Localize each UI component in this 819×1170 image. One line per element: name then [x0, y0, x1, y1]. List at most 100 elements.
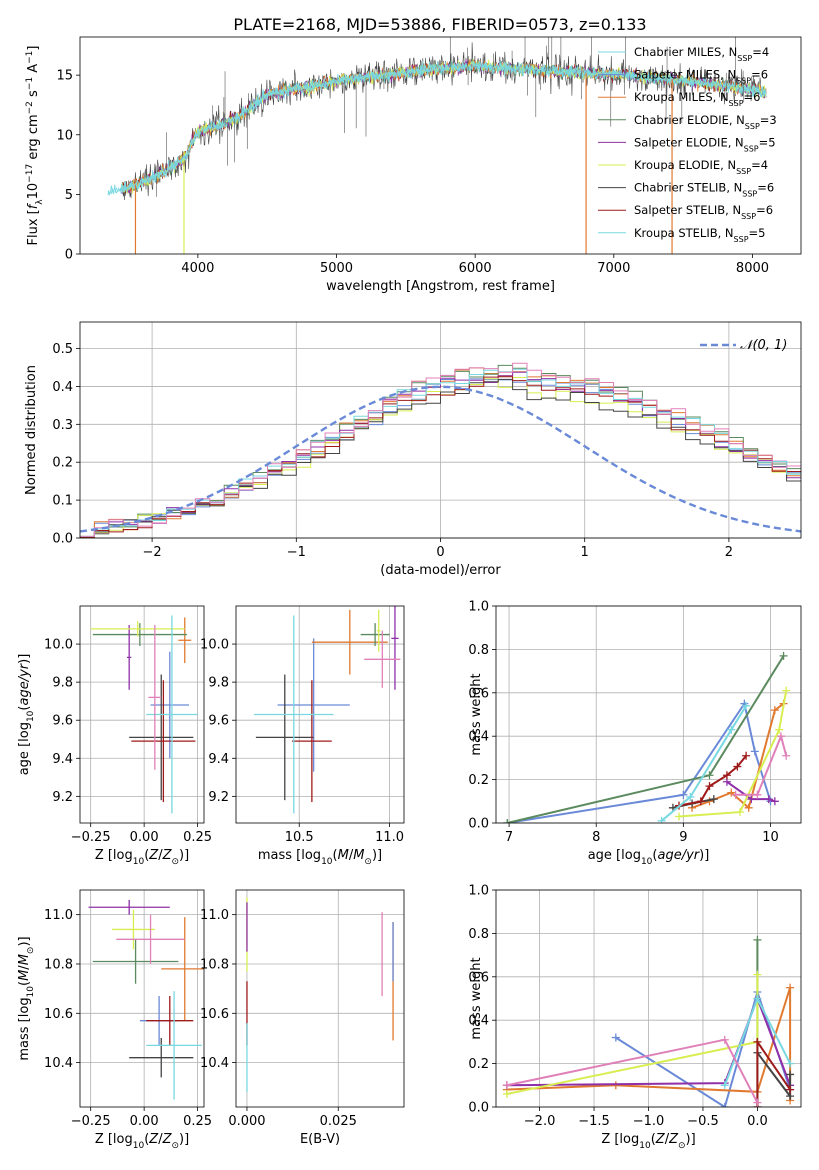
- y-tick-label: 9.2: [208, 790, 229, 805]
- y-tick-label: 0.0: [468, 817, 489, 832]
- weight-series-line: [678, 690, 788, 818]
- y-tick-label: 9.6: [208, 714, 229, 729]
- y-tick-label: 10.8: [200, 957, 229, 972]
- legend-label: Kroupa ELODIE, NSSP=4: [634, 158, 768, 176]
- legend-label: Salpeter STELIB, NSSP=6: [634, 203, 773, 221]
- errorbar-point: [92, 623, 187, 646]
- spectrum-legend: Chabrier MILES, NSSP=4 Salpeter MILES, NS…: [598, 45, 777, 243]
- x-axis-label: Z [log10(Z/Z⊙)]: [95, 1132, 189, 1151]
- weight-point-marker: [753, 935, 762, 944]
- y-tick-label: 10: [56, 128, 73, 143]
- weight-point-marker: [786, 1085, 795, 1094]
- errorbar-point: [146, 996, 194, 1046]
- weight-point-marker: [776, 732, 785, 741]
- y-tick-label: 9.4: [52, 752, 73, 767]
- weight-point-marker: [782, 686, 791, 695]
- y-tick-label: 0.6: [468, 970, 489, 985]
- y-axis-label: mass weight: [469, 957, 484, 1039]
- weight-point-marker: [736, 808, 744, 817]
- x-tick-label: 11.0: [375, 830, 404, 845]
- weight-series: [675, 686, 791, 821]
- x-tick-label: 9: [679, 830, 687, 845]
- x-tick-label: −0.25: [71, 830, 111, 845]
- weight-series-line: [660, 705, 747, 822]
- legend-label: Salpeter MILES, NSSP=6: [634, 68, 768, 86]
- y-tick-label: 0.2: [468, 773, 489, 788]
- x-tick-label: −1: [287, 545, 306, 560]
- weight-point-marker: [753, 970, 762, 979]
- errorbar-point: [148, 625, 162, 770]
- legend-label: Chabrier ELODIE, NSSP=3: [634, 113, 777, 131]
- mass-vs-ebv-panel: 0.000 0.025 10.4 10.6 10.8 11.0 E(B-V): [200, 889, 405, 1147]
- x-tick-label: 0: [436, 545, 444, 560]
- x-axis-label: wavelength [Angstrom, rest frame]: [326, 279, 555, 294]
- weight-series-line: [735, 733, 788, 796]
- legend-label: Kroupa MILES, NSSP=6: [634, 90, 760, 108]
- y-tick-label: 0.0: [468, 1101, 489, 1116]
- errorbars: [254, 606, 401, 814]
- histograms: [80, 362, 801, 538]
- errorbars: [88, 899, 204, 1100]
- weight-series: [731, 732, 791, 799]
- y-tick-label: 10.4: [200, 1056, 229, 1071]
- legend-label: Chabrier STELIB, NSSP=6: [634, 181, 774, 199]
- x-tick-label: 0.25: [183, 1114, 212, 1129]
- y-tick-label: 9.2: [52, 790, 73, 805]
- weight-point-marker: [733, 762, 742, 771]
- x-axis-label: E(B-V): [300, 1132, 340, 1147]
- weight-point-marker: [744, 803, 753, 812]
- x-axis-label: Z [log10(Z/Z⊙)]: [601, 1132, 695, 1151]
- x-tick-label: −1.0: [633, 1114, 665, 1129]
- weight-point-marker: [753, 1037, 762, 1046]
- spectrum-lines: [107, 37, 767, 254]
- weight-point-marker: [782, 751, 791, 760]
- weight-point-marker: [720, 1035, 729, 1044]
- figure-title: PLATE=2168, MJD=53886, FIBERID=0573, z=0…: [233, 15, 646, 34]
- spectrum-series-line: [107, 60, 767, 196]
- y-tick-label: 0.1: [52, 494, 73, 509]
- x-tick-label: 8: [592, 830, 600, 845]
- axes-frame: [79, 889, 205, 1108]
- weight-series-line: [507, 701, 772, 823]
- legend-label: Chabrier MILES, NSSP=4: [634, 45, 769, 63]
- weight-point-marker: [747, 795, 756, 804]
- x-tick-label: 5000: [320, 261, 353, 276]
- y-tick-label: 11.0: [200, 908, 229, 923]
- weight-series: [657, 701, 751, 823]
- y-tick-label: 0.3: [52, 418, 73, 433]
- weight-point-marker: [753, 994, 762, 1003]
- errorbar-point: [116, 914, 185, 964]
- x-tick-label: 7000: [597, 261, 630, 276]
- mass-vs-metallicity-panel: −0.25 0.00 0.25 10.4 10.6 10.8 11.0 Z [log10(Z/…: [17, 889, 212, 1151]
- weight-point-marker: [720, 1103, 729, 1107]
- y-tick-label: 9.8: [208, 676, 229, 691]
- x-tick-label: 10.5: [285, 830, 314, 845]
- weight-point-marker: [611, 1081, 620, 1090]
- y-tick-label: 10.6: [200, 1007, 229, 1022]
- x-axis-label: Z [log10(Z/Z⊙)]: [95, 848, 189, 867]
- weight-point-marker: [764, 795, 773, 804]
- y-tick-label: 0.2: [52, 456, 73, 471]
- weight-point-marker: [705, 771, 714, 780]
- weight-series: [503, 651, 788, 823]
- x-tick-label: 10: [762, 830, 779, 845]
- errorbar-point: [127, 625, 132, 690]
- weight-point-marker: [503, 819, 512, 823]
- weight-point-marker: [775, 725, 784, 734]
- errorbar-point: [129, 1037, 194, 1078]
- axes-frame: [79, 321, 802, 539]
- errorbar-point: [90, 621, 185, 637]
- errorbar-point: [360, 623, 390, 646]
- weight-vs-metallicity-panel: −2.0 −1.5 −1.0 −0.5 0.0 0.0 0.2 0.4 0.6 0.8 1.0 Z […: [468, 884, 802, 1151]
- y-tick-label: 9.8: [52, 676, 73, 691]
- y-axis-label: Flux [fλ10−17 erg cm−2 s−1 A−1]: [25, 46, 45, 246]
- x-tick-label: 0.00: [130, 830, 159, 845]
- normal-reference-curve: [80, 385, 801, 533]
- y-tick-label: 0.0: [52, 532, 73, 547]
- x-tick-label: 6000: [459, 261, 492, 276]
- x-tick-label: −0.5: [687, 1114, 719, 1129]
- age-vs-mass-panel: 10.5 11.0 9.2 9.4 9.6 9.8 10.0 mass [log10(M/M⊙…: [200, 605, 405, 867]
- y-tick-label: 1.0: [468, 884, 489, 899]
- weight-series: [502, 1035, 762, 1107]
